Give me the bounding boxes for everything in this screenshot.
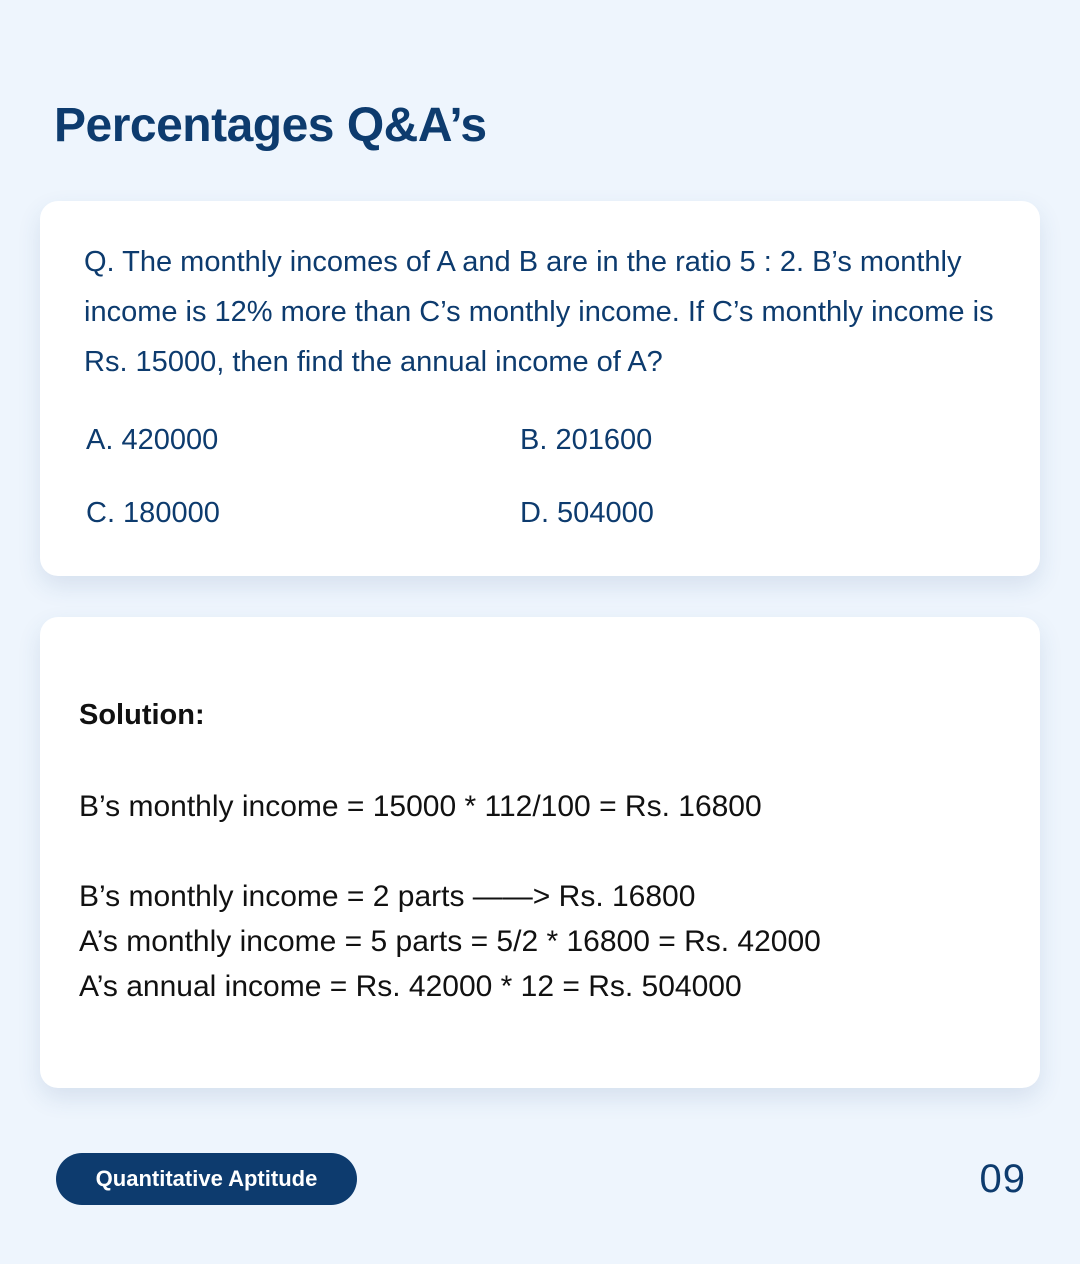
- option-c[interactable]: C. 180000: [86, 497, 220, 529]
- solution-line: A’s monthly income = 5 parts = 5/2 * 168…: [79, 925, 821, 958]
- topic-tag-label: Quantitative Aptitude: [95, 1166, 318, 1191]
- question-card: Q. The monthly incomes of A and B are in…: [40, 201, 1040, 576]
- solution-card: Solution: B’s monthly income = 15000 * 1…: [40, 617, 1040, 1088]
- solution-heading: Solution:: [79, 699, 205, 731]
- page-number: 09: [979, 1157, 1026, 1201]
- page-title: Percentages Q&A’s: [54, 99, 487, 152]
- question-text: Q. The monthly incomes of A and B are in…: [84, 246, 994, 378]
- option-b[interactable]: B. 201600: [520, 424, 653, 456]
- solution-line: B’s monthly income = 2 parts ——> Rs. 168…: [79, 880, 696, 913]
- solution-line: A’s annual income = Rs. 42000 * 12 = Rs.…: [79, 970, 742, 1003]
- option-d[interactable]: D. 504000: [520, 497, 654, 529]
- topic-tag: Quantitative Aptitude: [56, 1153, 357, 1205]
- solution-line: B’s monthly income = 15000 * 112/100 = R…: [79, 790, 762, 823]
- option-a[interactable]: A. 420000: [86, 424, 219, 456]
